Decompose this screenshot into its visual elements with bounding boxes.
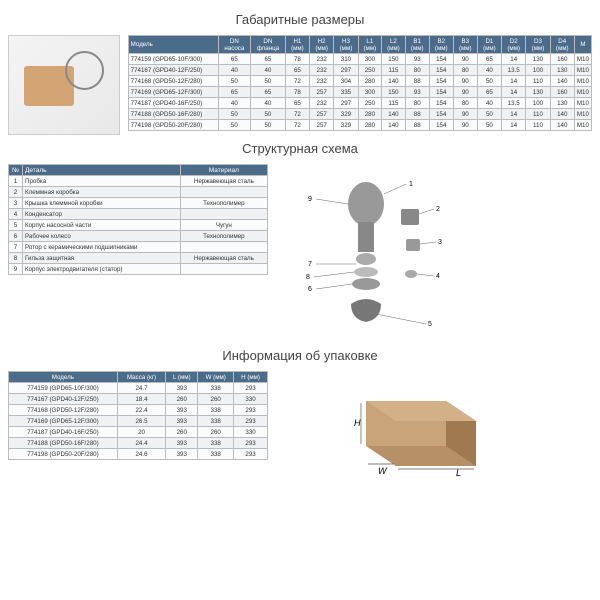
title-dims: Габаритные размеры: [8, 12, 592, 27]
svg-text:W: W: [378, 466, 388, 476]
col-header: DN фланца: [251, 36, 286, 54]
svg-text:L: L: [456, 468, 461, 478]
col-header: H (мм): [234, 372, 268, 383]
col-header: Материал: [180, 165, 267, 176]
svg-text:H: H: [354, 418, 361, 428]
col-header: L2 (мм): [382, 36, 406, 54]
exploded-view: 1 2 3 4 5 6 7 8 9: [276, 164, 456, 344]
package-box: H W L: [336, 371, 496, 481]
table-row: 774188 (GPD50-16F/280)505072257329280140…: [128, 109, 591, 120]
col-header: Масса (кг): [117, 372, 165, 383]
col-header: Модель: [9, 372, 118, 383]
svg-text:4: 4: [436, 273, 440, 280]
col-header: M: [574, 36, 591, 54]
col-header: W (мм): [198, 372, 234, 383]
table-row: 774169 (GPD65-12F/300)26.5393338293: [9, 416, 268, 427]
table-row: 5Корпус насосной частиЧугун: [9, 220, 268, 231]
svg-text:5: 5: [428, 321, 432, 328]
col-header: B1 (мм): [405, 36, 429, 54]
struct-table: №ДетальМатериал1ПробкаНержавеющая сталь2…: [8, 164, 268, 275]
svg-text:9: 9: [308, 196, 312, 203]
table-row: 9Корпус электродвигателя (статор): [9, 264, 268, 275]
table-row: 774167 (GPD40-12F/250)404065232297250115…: [128, 65, 591, 76]
table-row: 1ПробкаНержавеющая сталь: [9, 176, 268, 187]
table-row: 2Клеммная коробка: [9, 187, 268, 198]
table-row: 6Рабочее колесоТехнополимер: [9, 231, 268, 242]
svg-text:3: 3: [438, 239, 442, 246]
col-header: D3 (мм): [526, 36, 550, 54]
table-row: 8Гильза защитнаяНержавеющая сталь: [9, 253, 268, 264]
dim-drawing: [8, 35, 120, 135]
svg-text:2: 2: [436, 206, 440, 213]
col-header: H3 (мм): [334, 36, 358, 54]
col-header: L1 (мм): [358, 36, 382, 54]
col-header: D2 (мм): [502, 36, 526, 54]
table-row: 774169 (GPD65-12F/300)656578257335300150…: [128, 87, 591, 98]
table-row: 774187 (GPD40-16F/250)404065232297250115…: [128, 98, 591, 109]
col-header: H2 (мм): [310, 36, 334, 54]
table-row: 774159 (GPD65-10F/300)24.7393338293: [9, 383, 268, 394]
table-row: 774168 (GPD50-12F/280)22.4393338293: [9, 405, 268, 416]
table-row: 774159 (GPD65-10F/300)656578232310300150…: [128, 54, 591, 65]
svg-text:7: 7: [308, 261, 312, 268]
dims-table: МодельDN насосаDN фланцаH1 (мм)H2 (мм)H3…: [128, 35, 592, 131]
table-row: 3Крышка клеммной коробкиТехнополимер: [9, 198, 268, 209]
table-row: 774167 (GPD40-12F/250)18.4260260330: [9, 394, 268, 405]
col-header: Деталь: [23, 165, 181, 176]
title-pack: Информация об упаковке: [8, 348, 592, 363]
table-row: 774198 (GPD50-20F/280)505072257329280140…: [128, 120, 591, 131]
col-header: B3 (мм): [453, 36, 477, 54]
pack-table: МодельМасса (кг)L (мм)W (мм)H (мм)774159…: [8, 371, 268, 460]
col-header: L (мм): [166, 372, 198, 383]
col-header: DN насоса: [218, 36, 250, 54]
table-row: 774188 (GPD50-16F/280)24.4393338293: [9, 438, 268, 449]
table-row: 774198 (GPD50-20F/280)24.6393338293: [9, 449, 268, 460]
title-struct: Структурная схема: [8, 141, 592, 156]
table-row: 774187 (GPD40-16F/250)20260260330: [9, 427, 268, 438]
svg-text:8: 8: [306, 274, 310, 281]
svg-text:6: 6: [308, 286, 312, 293]
col-header: Модель: [128, 36, 218, 54]
table-row: 7Ротор с керамическими подшипниками: [9, 242, 268, 253]
svg-text:1: 1: [409, 181, 413, 188]
col-header: D1 (мм): [477, 36, 501, 54]
col-header: H1 (мм): [285, 36, 309, 54]
col-header: D4 (мм): [550, 36, 574, 54]
table-row: 4Конденсатор: [9, 209, 268, 220]
table-row: 774168 (GPD50-12F/280)505072232304280140…: [128, 76, 591, 87]
col-header: B2 (мм): [429, 36, 453, 54]
col-header: №: [9, 165, 23, 176]
